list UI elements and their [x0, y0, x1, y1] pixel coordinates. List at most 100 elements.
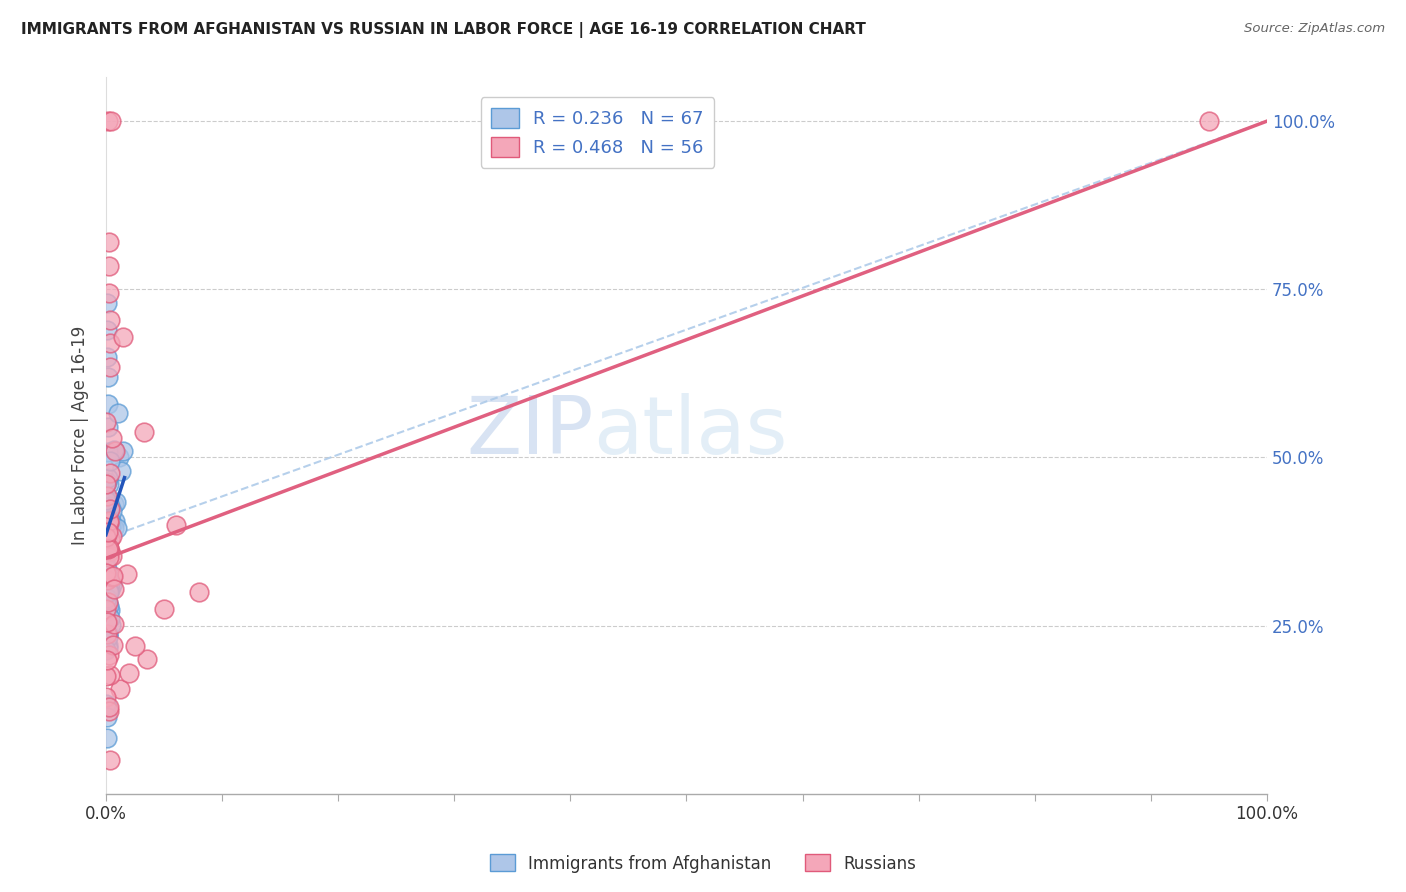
Point: [96, 558, 118, 573]
Point: [103, 521, 125, 535]
Point: [96, 595, 118, 609]
Point: [108, 682, 131, 697]
Point: [97, 542, 120, 557]
Point: [96, 489, 118, 503]
Point: [103, 442, 125, 457]
Point: [98, 576, 121, 591]
Point: [96, 530, 118, 544]
Point: [98, 285, 121, 300]
Point: [97, 549, 120, 564]
Point: [98, 599, 121, 613]
Point: [96, 475, 118, 490]
Point: [97, 583, 120, 598]
Point: [94, 534, 117, 549]
Point: [96, 690, 118, 705]
Point: [94, 492, 117, 507]
Point: [135, 652, 157, 666]
Point: [94, 602, 117, 616]
Point: [103, 497, 125, 511]
Point: [98, 359, 121, 374]
Point: [97, 641, 120, 656]
Point: [97, 583, 120, 598]
Point: [98, 259, 121, 273]
Point: [132, 425, 155, 440]
Point: [98, 454, 121, 468]
Point: [97, 625, 120, 640]
Point: [101, 431, 124, 445]
Point: [97, 648, 120, 662]
Point: [98, 476, 121, 491]
Point: [96, 575, 118, 590]
Point: [100, 529, 122, 543]
Point: [97, 505, 120, 519]
Point: [97, 396, 120, 410]
Point: [107, 450, 129, 465]
Point: [96, 699, 118, 714]
Point: [100, 114, 122, 128]
Point: [96, 628, 118, 642]
Point: [96, 350, 118, 364]
Point: [100, 668, 122, 682]
Point: [97, 546, 120, 560]
Point: [97, 369, 120, 384]
Point: [96, 573, 118, 587]
Point: [98, 582, 121, 597]
Point: [103, 616, 125, 631]
Point: [98, 611, 121, 625]
Point: [96, 566, 118, 581]
Point: [153, 601, 176, 615]
Point: [96, 524, 118, 538]
Point: [98, 513, 121, 527]
Point: [96, 591, 118, 605]
Point: [98, 753, 121, 767]
Point: [97, 516, 120, 531]
Point: [97, 515, 120, 529]
Point: [100, 514, 122, 528]
Point: [97, 572, 120, 586]
Point: [94, 669, 117, 683]
Point: [97, 114, 120, 128]
Point: [97, 594, 120, 608]
Point: [100, 519, 122, 533]
Point: [96, 420, 118, 434]
Point: [97, 566, 120, 581]
Point: [124, 639, 146, 653]
Point: [94, 476, 117, 491]
Point: [100, 544, 122, 558]
Point: [96, 653, 118, 667]
Point: [101, 504, 124, 518]
Point: [96, 295, 118, 310]
Point: [105, 521, 128, 535]
Point: [112, 443, 135, 458]
Point: [97, 445, 120, 459]
Point: [118, 665, 141, 680]
Point: [100, 618, 122, 632]
Point: [94, 697, 117, 711]
Point: [98, 336, 121, 351]
Point: [96, 323, 118, 337]
Point: [98, 584, 121, 599]
Point: [97, 638, 120, 652]
Point: [98, 603, 121, 617]
Point: [104, 514, 127, 528]
Point: [97, 597, 120, 611]
Point: [165, 517, 187, 532]
Point: [97, 631, 120, 645]
Point: [96, 415, 118, 429]
Point: [98, 532, 121, 546]
Point: [100, 577, 122, 591]
Point: [98, 467, 121, 481]
Point: [105, 495, 128, 509]
Point: [96, 495, 118, 509]
Point: [101, 569, 124, 583]
Point: [97, 470, 120, 484]
Point: [110, 464, 132, 478]
Point: [1198, 114, 1220, 128]
Point: [96, 504, 118, 518]
Point: [97, 534, 120, 549]
Point: [101, 638, 124, 652]
Point: [98, 699, 121, 714]
Text: Source: ZipAtlas.com: Source: ZipAtlas.com: [1244, 22, 1385, 36]
Point: [96, 500, 118, 514]
Point: [96, 731, 118, 746]
